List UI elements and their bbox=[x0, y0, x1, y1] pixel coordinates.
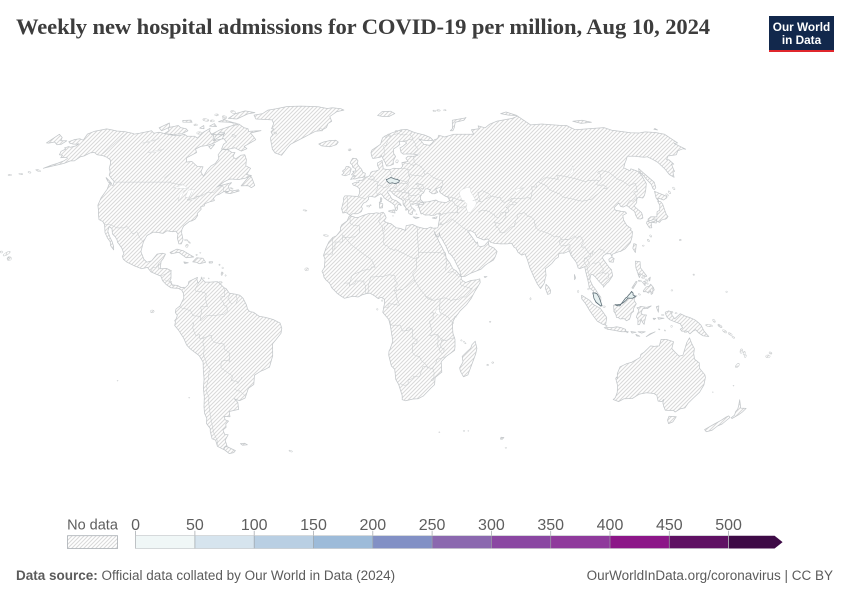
svg-text:50: 50 bbox=[186, 517, 204, 534]
svg-text:500: 500 bbox=[715, 517, 742, 534]
svg-text:250: 250 bbox=[419, 517, 446, 534]
svg-text:0: 0 bbox=[131, 517, 140, 534]
svg-text:200: 200 bbox=[359, 517, 386, 534]
svg-text:450: 450 bbox=[656, 517, 683, 534]
svg-text:150: 150 bbox=[300, 517, 327, 534]
svg-text:No data: No data bbox=[67, 518, 119, 534]
svg-text:350: 350 bbox=[537, 517, 564, 534]
svg-text:400: 400 bbox=[597, 517, 624, 534]
svg-text:300: 300 bbox=[478, 517, 505, 534]
svg-text:100: 100 bbox=[241, 517, 268, 534]
